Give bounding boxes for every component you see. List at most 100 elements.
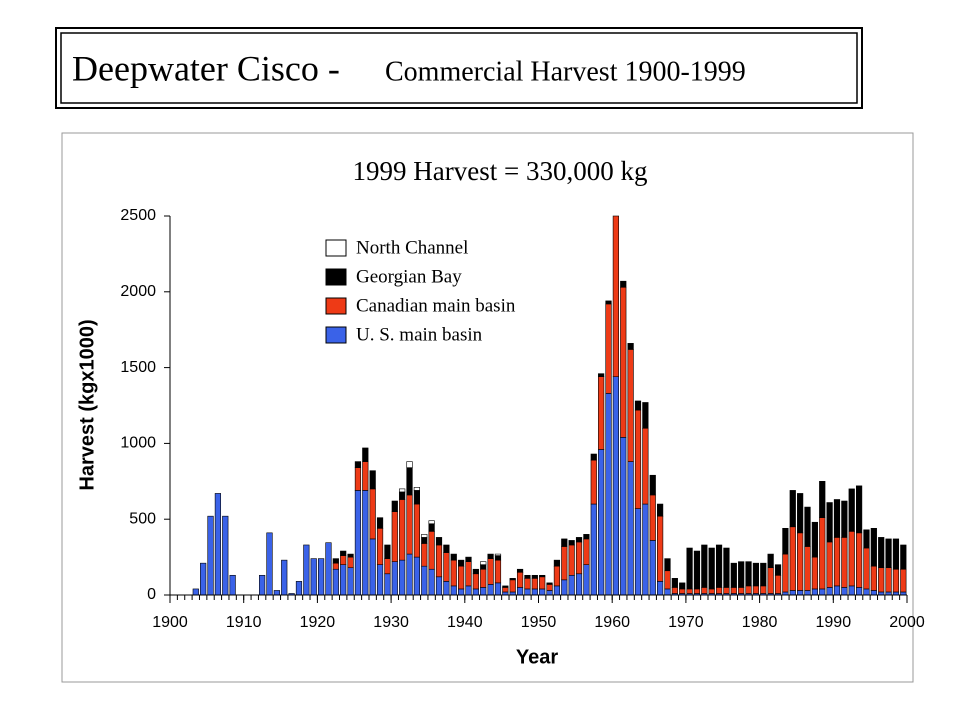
bar-segment [266,532,273,596]
bar-segment [553,565,561,587]
bar-segment [568,544,575,576]
bar-segment [362,490,369,596]
bar-segment [819,480,826,518]
bar-segment [723,547,730,588]
bar-segment [340,550,347,556]
bar-segment [561,538,568,547]
bar-segment [391,511,398,562]
bar-segment [583,534,590,540]
bar-segment [509,579,516,593]
bar-segment [804,546,811,591]
bar-segment [421,534,428,538]
bar-segment [583,564,590,596]
legend-swatch [325,297,347,315]
bar-segment [804,506,811,547]
bar-segment [701,587,708,594]
plot-frame [61,132,914,683]
bar-segment [458,588,465,596]
bar-segment [664,570,671,590]
chart-title: Deepwater Cisco - [72,48,340,88]
bar-segment [693,550,701,590]
bar-segment [450,553,457,561]
x-tick-label: 1910 [226,614,262,631]
bar-segment [855,485,863,534]
bar-segment [657,503,664,517]
bar-segment [730,587,737,594]
x-axis-label: Year [516,646,558,668]
bar-segment [811,521,818,558]
bar-segment [752,562,760,587]
bar-segment [214,493,222,596]
bar-segment [192,588,199,596]
y-tick-label: 1000 [120,435,156,452]
bar-segment [494,582,502,596]
legend-label: Georgian Bay [356,266,462,287]
bar-segment [634,400,642,411]
bar-segment [642,427,649,505]
bar-segment [354,467,362,491]
bar-segment [295,581,303,596]
bar-segment [399,559,406,596]
bar-segment [870,565,877,591]
bar-segment [310,558,317,596]
bar-segment [649,494,656,541]
bar-segment [826,541,833,588]
bar-segment [502,585,509,588]
bar-segment [384,558,391,575]
bar-segment [428,531,435,570]
bar-segment [376,564,384,596]
bar-segment [384,573,391,596]
bar-segment [900,544,907,570]
bar-segment [421,537,428,544]
bar-segment [428,568,435,596]
legend-swatch [325,268,347,286]
bar-segment [826,587,833,596]
bar-segment [222,515,229,596]
bar-segment [833,585,841,596]
bar-segment [627,349,634,462]
bar-segment [575,541,583,575]
bar-segment [524,574,531,579]
bar-segment [413,556,420,596]
bar-segment [413,487,420,491]
bar-segment [568,574,575,596]
bar-segment [774,574,782,594]
x-tick-label: 1980 [742,614,778,631]
bar-segment [539,588,546,596]
bar-segment [384,544,391,559]
bar-segment [575,537,583,543]
bar-segment [435,537,443,546]
x-tick-label: 1940 [447,614,483,631]
bar-segment [767,553,774,569]
bar-segment [782,553,789,593]
bar-segment [347,553,354,558]
bar-segment [347,556,354,569]
bar-segment [892,538,900,570]
bar-segment [811,588,818,596]
bar-segment [738,587,745,594]
bar-segment [259,574,266,596]
bar-segment [332,568,339,596]
bar-segment [892,568,900,593]
bar-segment [516,568,524,573]
bar-segment [671,587,678,594]
bar-segment [406,553,413,596]
bar-segment [590,453,597,461]
bar-segment [553,585,561,596]
bar-segment [428,520,435,525]
bar-segment [332,562,339,570]
bar-segment [450,559,457,587]
bar-segment [634,508,642,596]
bar-segment [568,540,575,546]
bar-segment [708,547,715,590]
bar-segment [738,561,745,588]
bar-segment [605,393,612,596]
bar-segment [273,590,280,596]
bar-segment [347,567,354,596]
bar-segment [634,409,642,509]
bar-segment [649,474,656,496]
bar-segment [413,490,420,505]
bar-segment [487,558,494,585]
x-tick-label: 1930 [373,614,409,631]
bar-segment [465,585,472,596]
